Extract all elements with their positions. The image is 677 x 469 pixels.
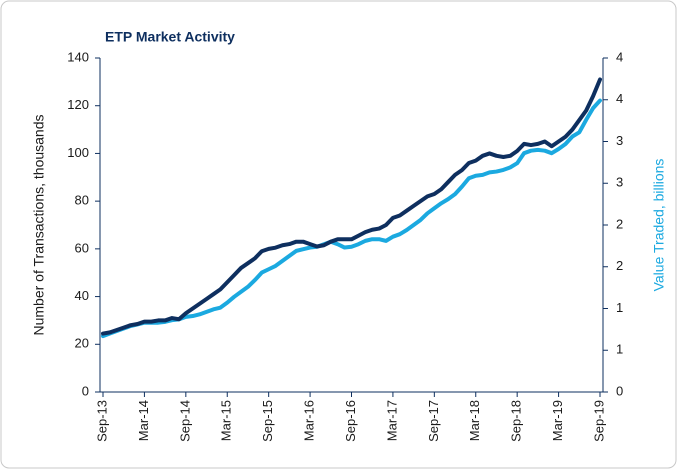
y-tick-label: 120 — [67, 97, 89, 112]
y-tick-label: 100 — [67, 145, 89, 160]
series-line — [101, 98, 602, 339]
y2-tick-label: 4 — [616, 49, 623, 64]
y2-tick-label: 3 — [616, 133, 623, 148]
y2-tick-label: 2 — [616, 216, 623, 231]
y2-tick-label: 2 — [616, 258, 623, 273]
x-tick-label: Mar-14 — [136, 400, 151, 441]
x-tick-label: Sep-15 — [260, 400, 275, 442]
y2-tick-label: 3 — [616, 175, 623, 190]
y2-tick-label: 1 — [616, 342, 623, 357]
x-tick-label: Sep-17 — [426, 400, 441, 442]
y2-tick-label: 4 — [616, 91, 623, 106]
y-tick-label: 20 — [75, 336, 89, 351]
x-tick-label: Sep-14 — [177, 400, 192, 442]
y-tick-label: 60 — [75, 240, 89, 255]
y2-axis-label: Value Traded, billions — [651, 159, 667, 292]
y-tick-label: 140 — [67, 49, 89, 64]
x-tick-label: Sep-19 — [591, 400, 606, 442]
x-tick-label: Mar-18 — [467, 400, 482, 441]
series-line — [101, 77, 602, 336]
x-tick-label: Mar-17 — [384, 400, 399, 441]
x-tick-label: Mar-16 — [302, 400, 317, 441]
x-tick-label: Mar-19 — [550, 400, 565, 441]
x-tick-label: Sep-13 — [94, 400, 109, 442]
y-tick-label: 80 — [75, 193, 89, 208]
y-tick-label: 0 — [82, 383, 89, 398]
y2-tick-label: 0 — [616, 383, 623, 398]
y2-tick-label: 1 — [616, 300, 623, 315]
chart-title: ETP Market Activity — [105, 29, 235, 45]
x-tick-label: Sep-18 — [509, 400, 524, 442]
y-axis-label: Number of Transactions, thousands — [31, 114, 47, 335]
x-tick-label: Sep-16 — [343, 400, 358, 442]
y-tick-label: 40 — [75, 288, 89, 303]
x-tick-label: Mar-15 — [219, 400, 234, 441]
